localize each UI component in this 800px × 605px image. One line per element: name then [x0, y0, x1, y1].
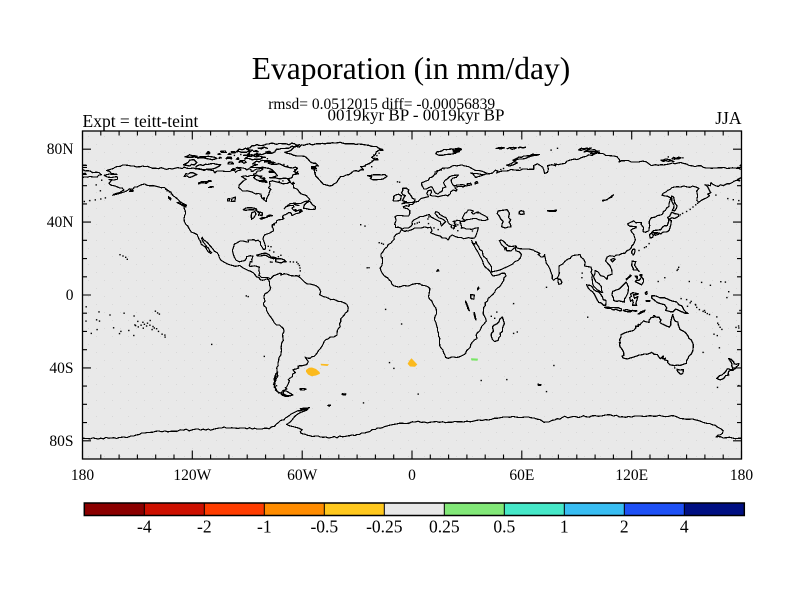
svg-text:60E: 60E	[509, 467, 534, 484]
svg-text:JJA: JJA	[715, 108, 742, 128]
svg-text:40N: 40N	[47, 214, 74, 231]
svg-text:0: 0	[66, 287, 74, 304]
svg-text:-0.25: -0.25	[366, 517, 403, 537]
svg-text:Expt = teitt-teint: Expt = teitt-teint	[83, 111, 199, 131]
svg-text:0: 0	[408, 467, 416, 484]
svg-text:2: 2	[620, 517, 629, 537]
svg-text:rmsd= 0.0512015 diff= -0.00056: rmsd= 0.0512015 diff= -0.00056839	[268, 96, 495, 113]
svg-text:4: 4	[680, 517, 689, 537]
svg-text:80S: 80S	[49, 433, 73, 450]
svg-text:120E: 120E	[615, 467, 648, 484]
svg-text:180: 180	[71, 467, 95, 484]
svg-text:-4: -4	[137, 517, 152, 537]
svg-text:60W: 60W	[287, 467, 318, 484]
svg-text:-1: -1	[257, 517, 272, 537]
svg-text:120W: 120W	[173, 467, 211, 484]
svg-text:-2: -2	[197, 517, 212, 537]
svg-text:1: 1	[560, 517, 569, 537]
svg-text:Evaporation (in mm/day): Evaporation (in mm/day)	[252, 51, 570, 86]
svg-text:80N: 80N	[47, 141, 74, 158]
svg-text:-0.5: -0.5	[310, 517, 338, 537]
svg-text:0.5: 0.5	[493, 517, 515, 537]
svg-text:40S: 40S	[49, 360, 73, 377]
svg-text:0.25: 0.25	[429, 517, 460, 537]
svg-text:0019kyr BP - 0019kyr BP: 0019kyr BP - 0019kyr BP	[328, 106, 505, 125]
svg-text:180: 180	[730, 467, 754, 484]
